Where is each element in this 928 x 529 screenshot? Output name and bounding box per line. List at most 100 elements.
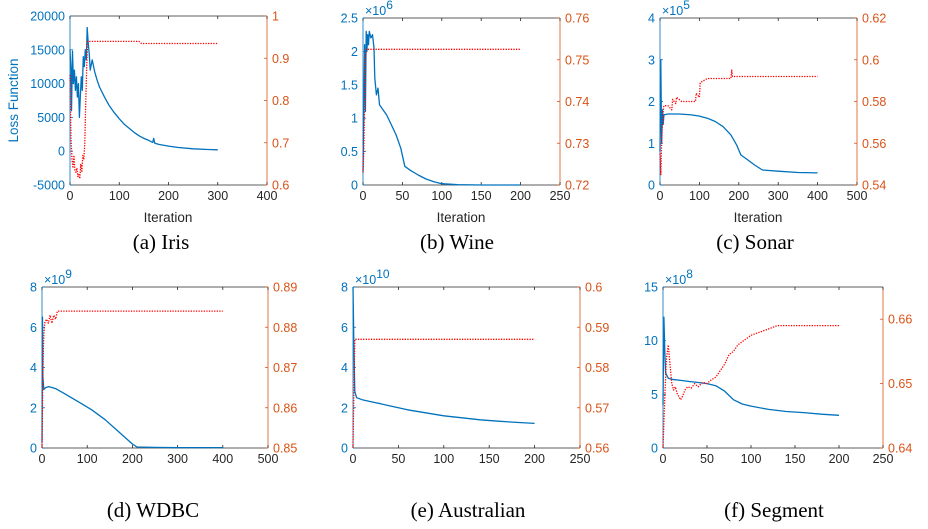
x-axis-label: Iteration — [144, 210, 193, 225]
left-y-tick-label: 0 — [648, 179, 655, 193]
x-tick-label: 500 — [847, 189, 868, 203]
y-axis-label: Loss Function — [6, 58, 21, 142]
left-y-tick-label: 10000 — [30, 77, 65, 91]
loss-series-line — [69, 26, 218, 151]
right-y-tick-label: 0.73 — [565, 137, 589, 151]
right-y-tick-label: 0.87 — [273, 361, 297, 375]
panel-wine: 0 50 100 150 200 250 0 0.5 1 1.5 2 2.5 0.72 0.73 0.74 0… — [341, 0, 590, 254]
left-y-tick-label: 0.5 — [341, 145, 358, 159]
accuracy-series-line — [662, 324, 839, 449]
panel-caption: (c) Sonar — [716, 230, 794, 254]
left-y-tick-label: 6 — [341, 321, 348, 335]
x-tick-label: 250 — [873, 452, 894, 466]
x-tick-label: 0 — [350, 452, 357, 466]
panel-segment: 0 50 100 150 200 250 0 5 10 15 0.64 0.65 0.66 ×108 (f)… — [644, 267, 912, 522]
x-tick-label: 400 — [807, 189, 828, 203]
right-y-tick-label: 0.76 — [565, 12, 589, 26]
left-y-tick-label: 1 — [351, 112, 358, 126]
panel-caption: (e) Australian — [411, 498, 526, 522]
x-tick-label: 150 — [785, 452, 806, 466]
left-y-tick-label: 5000 — [37, 111, 65, 125]
x-tick-label: 0 — [360, 189, 367, 203]
accuracy-series-line — [352, 338, 535, 449]
accuracy-series-line — [362, 48, 521, 173]
x-tick-label: 100 — [431, 189, 452, 203]
x-tick-label: 0 — [660, 452, 667, 466]
right-y-tick-label: 0.74 — [565, 95, 589, 109]
accuracy-series-line — [659, 69, 818, 176]
right-y-tick-label: 0.57 — [585, 401, 609, 415]
right-y-tick-label: 0.8 — [272, 94, 289, 108]
right-y-tick-label: 1 — [272, 10, 279, 24]
right-y-tick-label: 0.9 — [272, 52, 289, 66]
left-y-tick-label: 2.5 — [341, 12, 358, 26]
left-y-tick-label: 0 — [351, 179, 358, 193]
y-exponent-label: ×105 — [662, 0, 690, 18]
panel-wdbc: 0 100 200 300 400 500 0 2 4 6 8 0.85 0.86 0.87 0.88 0.8… — [30, 267, 297, 522]
x-tick-label: 100 — [741, 452, 762, 466]
left-y-tick-label: 0 — [58, 145, 65, 159]
x-tick-label: 300 — [167, 452, 188, 466]
x-tick-label: 200 — [829, 452, 850, 466]
left-y-tick-label: 1.5 — [341, 78, 358, 92]
x-tick-label: 200 — [158, 189, 179, 203]
right-y-tick-label: 0.89 — [273, 281, 297, 295]
x-tick-label: 400 — [212, 452, 233, 466]
left-y-tick-label: 0 — [651, 442, 658, 456]
loss-series-line — [362, 30, 521, 186]
left-y-tick-label: 2 — [30, 401, 37, 415]
left-y-tick-label: 8 — [341, 281, 348, 295]
loss-series-line — [662, 316, 840, 416]
right-y-tick-label: 0.72 — [565, 179, 589, 193]
exponent-base: ×10 — [662, 4, 683, 18]
exponent-base: ×10 — [365, 4, 386, 18]
left-y-tick-label: 0 — [30, 442, 37, 456]
left-y-tick-label: 2 — [648, 95, 655, 109]
x-tick-label: 100 — [109, 189, 130, 203]
x-tick-label: 50 — [700, 452, 714, 466]
left-y-tick-label: 4 — [341, 361, 348, 375]
exponent-power: 9 — [65, 267, 72, 281]
x-tick-label: 200 — [122, 452, 143, 466]
right-y-tick-label: 0.6 — [862, 53, 879, 67]
panel-sonar: 0 100 200 300 400 500 0 1 2 3 4 0.54 0.56 0.58 0.6 0.62… — [648, 0, 886, 254]
right-y-tick-label: 0.86 — [273, 401, 297, 415]
x-tick-label: 50 — [395, 189, 409, 203]
left-y-tick-label: 1 — [648, 137, 655, 151]
x-tick-label: 100 — [77, 452, 98, 466]
left-y-tick-label: 0 — [341, 442, 348, 456]
y-exponent-label: ×1010 — [355, 267, 390, 287]
left-y-tick-label: 4 — [30, 361, 37, 375]
x-tick-label: 500 — [258, 452, 279, 466]
x-axis-label: Iteration — [437, 210, 486, 225]
left-y-tick-label: 3 — [648, 53, 655, 67]
x-tick-label: 100 — [433, 452, 454, 466]
right-y-tick-label: 0.7 — [272, 136, 289, 150]
exponent-base: ×10 — [44, 273, 65, 287]
right-y-tick-label: 0.6 — [272, 179, 289, 193]
panel-caption: (d) WDBC — [107, 498, 199, 522]
y-exponent-label: ×106 — [365, 0, 393, 18]
x-tick-label: 250 — [550, 189, 571, 203]
left-y-tick-label: 8 — [30, 281, 37, 295]
panel-australian: 0 50 100 150 200 250 0 2 4 6 8 0.56 0.57 0.58 0.59 0.6 ×… — [341, 267, 609, 522]
exponent-power: 5 — [683, 0, 690, 12]
left-y-tick-label: 20000 — [30, 10, 65, 24]
loss-series-line — [352, 286, 535, 425]
right-y-tick-label: 0.56 — [862, 137, 886, 151]
exponent-power: 10 — [376, 267, 390, 281]
left-y-tick-label: 4 — [648, 12, 655, 26]
left-y-tick-label: 10 — [644, 334, 658, 348]
x-tick-label: 0 — [657, 189, 664, 203]
x-tick-label: 250 — [570, 452, 591, 466]
exponent-power: 8 — [686, 267, 693, 281]
panel-iris: 0 100 200 300 400-5000050001000015000200000.… — [6, 10, 289, 255]
accuracy-series-line — [41, 310, 223, 449]
x-tick-label: 300 — [207, 189, 228, 203]
right-y-tick-label: 0.75 — [565, 53, 589, 67]
right-y-tick-label: 0.58 — [585, 361, 609, 375]
panel-caption: (f) Segment — [724, 498, 824, 522]
right-y-tick-label: 0.65 — [888, 377, 912, 391]
exponent-base: ×10 — [355, 273, 376, 287]
